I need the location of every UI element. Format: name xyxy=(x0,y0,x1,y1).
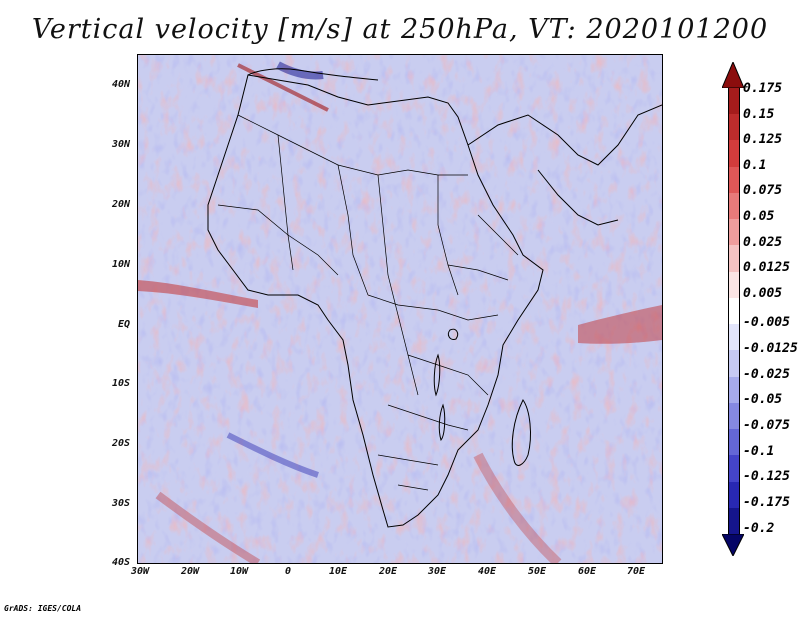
lakes xyxy=(433,328,459,442)
colorbar-label: -0.1 xyxy=(743,444,775,459)
ascent-band-east xyxy=(578,305,662,344)
lat-label-10s: 10S xyxy=(111,378,130,389)
colorbar-top-triangle xyxy=(722,62,744,88)
velocity-field-map xyxy=(138,55,662,563)
colorbar-label: -0.0125 xyxy=(743,341,798,356)
lon-label-10w: 10W xyxy=(229,566,249,577)
colorbar-label: 0.1 xyxy=(743,158,767,173)
lon-label-30e: 30E xyxy=(427,566,447,577)
colorbar-segment xyxy=(728,481,740,510)
lat-label-20s: 20S xyxy=(111,438,130,449)
lat-label-20n: 20N xyxy=(111,199,130,210)
africa-coastline xyxy=(207,74,544,528)
colorbar-label: 0.15 xyxy=(743,107,775,122)
colorbar-label: 0.025 xyxy=(743,235,783,250)
colorbar-segment xyxy=(728,376,740,405)
lon-label-70e: 70E xyxy=(626,566,646,577)
colorbar-label: 0.0125 xyxy=(743,260,790,275)
lon-label-20e: 20E xyxy=(378,566,398,577)
descent-streak xyxy=(226,432,319,478)
ascent-streak-south xyxy=(155,491,261,563)
colorbar-segment xyxy=(728,324,740,352)
colorbar-segment xyxy=(728,192,740,221)
lat-label-30n: 30N xyxy=(111,139,130,150)
lon-label-60e: 60E xyxy=(577,566,597,577)
lat-label-10n: 10N xyxy=(111,259,130,270)
coastlines xyxy=(207,68,662,528)
colorbar-segment xyxy=(728,297,740,326)
lon-label-40e: 40E xyxy=(477,566,497,577)
ascent-band-west xyxy=(138,280,258,308)
descent-streak-north xyxy=(276,61,324,80)
colorbar-label: 0.05 xyxy=(743,209,775,224)
lat-label-30s: 30S xyxy=(111,498,130,509)
colorbar-segment xyxy=(728,455,740,484)
colorbar-label: 0.125 xyxy=(743,132,783,147)
colorbar-bottom-triangle xyxy=(722,534,744,556)
colorbar-segment xyxy=(728,402,740,431)
country-borders xyxy=(217,114,519,491)
lat-label-40n: 40N xyxy=(111,79,130,90)
lon-label-50e: 50E xyxy=(527,566,547,577)
colorbar-label: -0.175 xyxy=(743,495,790,510)
field-texture xyxy=(138,55,662,563)
colorbar-segment xyxy=(728,88,740,116)
colorbar-label: -0.2 xyxy=(743,521,775,536)
colorbar-segment xyxy=(728,114,740,143)
map-plot-area xyxy=(137,54,663,564)
colorbar-segment xyxy=(728,140,740,169)
mediterranean-coastline xyxy=(247,68,379,81)
arabia-coastline xyxy=(467,104,662,166)
ascent-streak-north xyxy=(237,63,329,112)
colorbar-segment xyxy=(728,166,740,195)
ascent-streak-southeast xyxy=(473,452,562,563)
colorbar-label: 0.075 xyxy=(743,183,783,198)
colorbar-label: -0.05 xyxy=(743,392,783,407)
madagascar-coastline xyxy=(511,399,531,466)
colorbar-label: -0.075 xyxy=(743,418,790,433)
colorbar-segment xyxy=(728,271,740,300)
colorbar-segment xyxy=(728,507,740,536)
colorbar-label: -0.025 xyxy=(743,367,790,382)
colorbar-segment xyxy=(728,219,740,247)
colorbar-label: 0.175 xyxy=(743,81,783,96)
lat-label-40s: 40S xyxy=(111,557,130,568)
colorbar-label: 0.005 xyxy=(743,286,783,301)
colorbar-label: -0.125 xyxy=(743,469,790,484)
lon-label-0: 0 xyxy=(284,566,292,577)
lon-label-30w: 30W xyxy=(130,566,150,577)
colorbar-segment xyxy=(728,245,740,274)
map-title: Vertical velocity [m/s] at 250hPa, VT: 2… xyxy=(31,14,769,45)
footer-credit: GrADS: IGES/COLA xyxy=(4,604,82,613)
colorbar-label: -0.005 xyxy=(743,315,790,330)
lon-label-20w: 20W xyxy=(180,566,200,577)
colorbar-segment xyxy=(728,429,740,457)
lat-label-eq: EQ xyxy=(117,319,130,330)
persian-gulf-coastline xyxy=(537,169,619,226)
lon-label-10e: 10E xyxy=(328,566,348,577)
colorbar-segment xyxy=(728,350,740,379)
